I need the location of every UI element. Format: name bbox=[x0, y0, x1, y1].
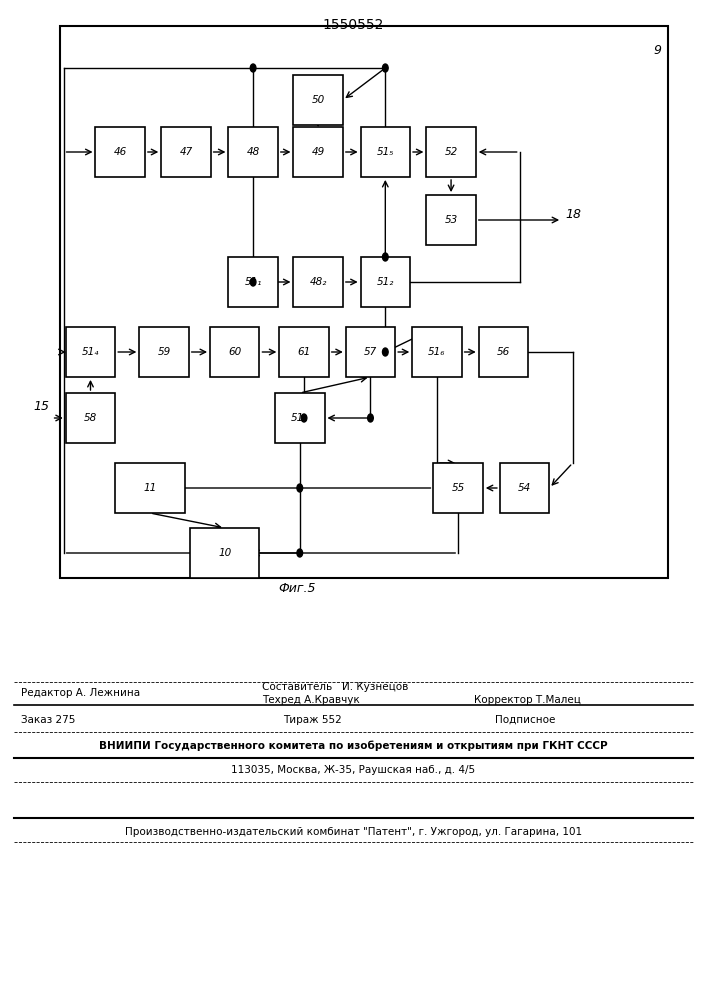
Text: 15: 15 bbox=[33, 399, 49, 412]
Text: 113035, Москва, Ж-35, Раушская наб., д. 4/5: 113035, Москва, Ж-35, Раушская наб., д. … bbox=[231, 765, 476, 775]
FancyBboxPatch shape bbox=[500, 463, 549, 513]
Text: 51₁: 51₁ bbox=[245, 277, 262, 287]
Text: 51₆: 51₆ bbox=[428, 347, 445, 357]
Text: Техред А.Кравчук: Техред А.Кравчук bbox=[262, 695, 359, 705]
Text: 55: 55 bbox=[452, 483, 464, 493]
FancyBboxPatch shape bbox=[479, 327, 528, 377]
Circle shape bbox=[382, 253, 388, 261]
Text: 18: 18 bbox=[566, 209, 582, 222]
FancyBboxPatch shape bbox=[426, 127, 476, 177]
FancyBboxPatch shape bbox=[139, 327, 189, 377]
Circle shape bbox=[250, 278, 256, 286]
FancyBboxPatch shape bbox=[293, 75, 343, 125]
Text: 51₂: 51₂ bbox=[377, 277, 394, 287]
Text: 51₄: 51₄ bbox=[82, 347, 99, 357]
Circle shape bbox=[382, 348, 388, 356]
Text: 52: 52 bbox=[445, 147, 457, 157]
Text: 1550552: 1550552 bbox=[323, 18, 384, 32]
Text: Тираж 552: Тираж 552 bbox=[283, 715, 341, 725]
FancyBboxPatch shape bbox=[210, 327, 259, 377]
Bar bbox=[60, 26, 668, 578]
Text: Фиг.5: Фиг.5 bbox=[278, 582, 316, 594]
Text: Составитель   И. Кузнецов: Составитель И. Кузнецов bbox=[262, 682, 408, 692]
FancyBboxPatch shape bbox=[433, 463, 483, 513]
FancyBboxPatch shape bbox=[361, 257, 410, 307]
Text: 50: 50 bbox=[312, 95, 325, 105]
Text: 47: 47 bbox=[180, 147, 192, 157]
FancyBboxPatch shape bbox=[190, 528, 259, 578]
Text: 48: 48 bbox=[247, 147, 259, 157]
Text: Подписное: Подписное bbox=[495, 715, 555, 725]
Text: 61: 61 bbox=[298, 347, 310, 357]
Text: 56: 56 bbox=[497, 347, 510, 357]
FancyBboxPatch shape bbox=[66, 327, 115, 377]
FancyBboxPatch shape bbox=[293, 127, 343, 177]
Circle shape bbox=[297, 549, 303, 557]
Text: Корректор Т.Малец: Корректор Т.Малец bbox=[474, 695, 580, 705]
Text: 49: 49 bbox=[312, 147, 325, 157]
Text: 11: 11 bbox=[144, 483, 156, 493]
Circle shape bbox=[382, 64, 388, 72]
Text: Заказ 275: Заказ 275 bbox=[21, 715, 76, 725]
FancyBboxPatch shape bbox=[95, 127, 145, 177]
FancyBboxPatch shape bbox=[66, 393, 115, 443]
FancyBboxPatch shape bbox=[275, 393, 325, 443]
Text: 59: 59 bbox=[158, 347, 170, 357]
Text: 60: 60 bbox=[228, 347, 241, 357]
Text: ВНИИПИ Государственного комитета по изобретениям и открытиям при ГКНТ СССР: ВНИИПИ Государственного комитета по изоб… bbox=[99, 741, 608, 751]
Text: 54: 54 bbox=[518, 483, 531, 493]
FancyBboxPatch shape bbox=[115, 463, 185, 513]
Circle shape bbox=[301, 414, 307, 422]
FancyBboxPatch shape bbox=[412, 327, 462, 377]
Text: 51₃: 51₃ bbox=[291, 413, 308, 423]
FancyBboxPatch shape bbox=[228, 127, 278, 177]
Text: 46: 46 bbox=[114, 147, 127, 157]
Text: 57: 57 bbox=[364, 347, 377, 357]
FancyBboxPatch shape bbox=[426, 195, 476, 245]
FancyBboxPatch shape bbox=[293, 257, 343, 307]
Text: 51₅: 51₅ bbox=[377, 147, 394, 157]
FancyBboxPatch shape bbox=[279, 327, 329, 377]
Text: 10: 10 bbox=[218, 548, 231, 558]
Text: 9: 9 bbox=[653, 43, 662, 56]
FancyBboxPatch shape bbox=[346, 327, 395, 377]
Text: Производственно-издательский комбинат "Патент", г. Ужгород, ул. Гагарина, 101: Производственно-издательский комбинат "П… bbox=[125, 827, 582, 837]
Circle shape bbox=[250, 64, 256, 72]
Circle shape bbox=[297, 484, 303, 492]
Text: 53: 53 bbox=[445, 215, 457, 225]
FancyBboxPatch shape bbox=[228, 257, 278, 307]
Circle shape bbox=[368, 414, 373, 422]
Text: Редактор А. Лежнина: Редактор А. Лежнина bbox=[21, 688, 140, 698]
Text: 58: 58 bbox=[84, 413, 97, 423]
FancyBboxPatch shape bbox=[161, 127, 211, 177]
FancyBboxPatch shape bbox=[361, 127, 410, 177]
Text: 48₂: 48₂ bbox=[310, 277, 327, 287]
